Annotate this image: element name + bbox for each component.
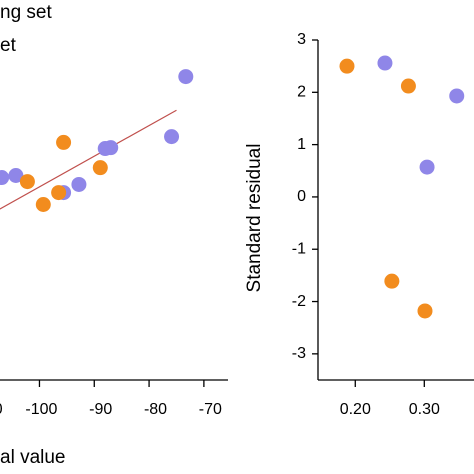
x-tick-label: -90 xyxy=(89,401,112,418)
legend-label: ng set xyxy=(0,2,52,23)
point xyxy=(92,160,108,176)
y-tick-label: 1 xyxy=(297,136,306,153)
y-tick-label: 2 xyxy=(297,84,306,101)
point xyxy=(8,167,24,183)
point xyxy=(35,197,51,213)
point xyxy=(449,88,465,104)
x-tick-label: 0 xyxy=(0,401,3,418)
point xyxy=(417,303,433,319)
x-axis-label: al value xyxy=(0,447,66,468)
x-tick-label: -70 xyxy=(199,401,222,418)
y-axis-label: Standard residual xyxy=(244,144,265,293)
y-tick-label: -3 xyxy=(292,345,306,362)
point xyxy=(384,273,400,289)
point xyxy=(0,170,10,186)
point xyxy=(164,129,180,145)
y-tick-label: 0 xyxy=(297,188,306,205)
point xyxy=(419,159,435,175)
point xyxy=(19,174,35,190)
x-tick-label: -80 xyxy=(144,401,167,418)
point xyxy=(56,134,72,150)
point xyxy=(51,185,67,201)
x-tick-label: -100 xyxy=(25,401,57,418)
y-tick-label: -2 xyxy=(292,293,306,310)
fit-line xyxy=(0,109,177,210)
x-tick-label: 0.20 xyxy=(340,401,371,418)
point xyxy=(178,69,194,85)
x-tick-label: 0.30 xyxy=(409,401,440,418)
legend-label: et xyxy=(0,35,17,56)
point xyxy=(71,176,87,192)
point xyxy=(400,78,416,94)
y-tick-label: -1 xyxy=(292,240,306,257)
point xyxy=(339,58,355,74)
point xyxy=(377,55,393,71)
y-tick-label: 3 xyxy=(297,31,306,48)
point xyxy=(103,140,119,156)
